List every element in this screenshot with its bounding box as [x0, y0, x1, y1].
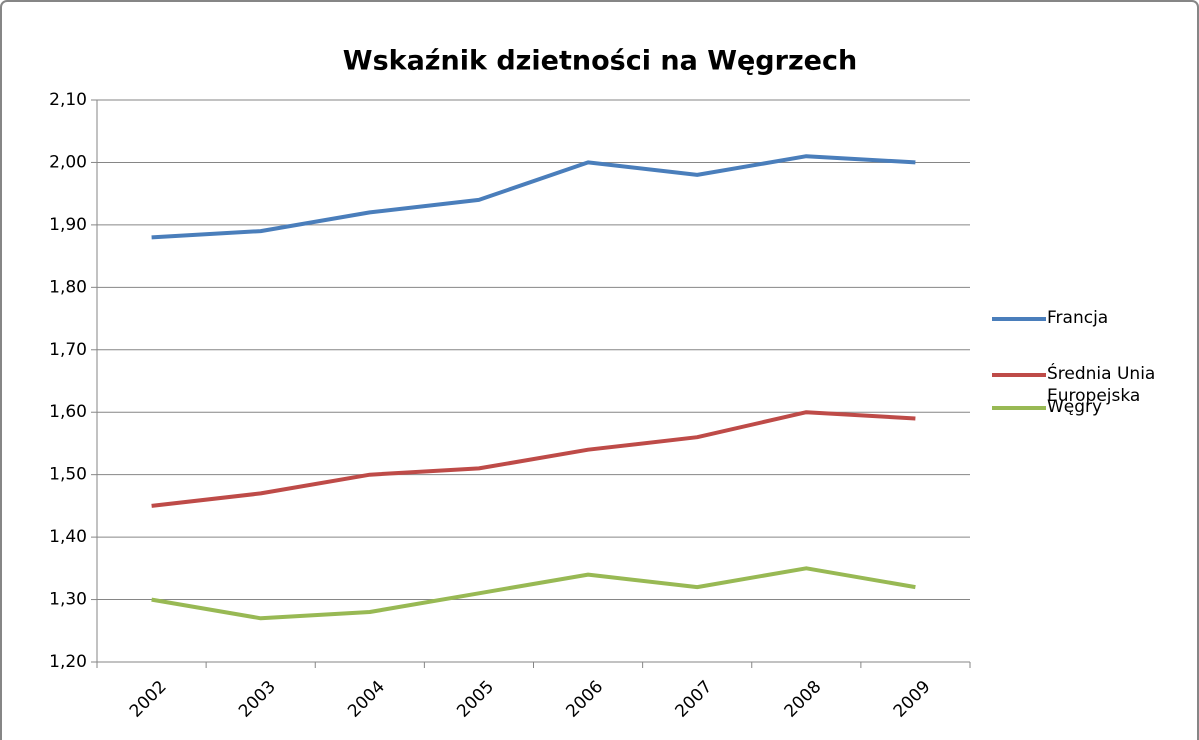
y-tick-label: 1,50	[49, 465, 87, 485]
y-tick-label: 1,60	[49, 402, 87, 422]
legend-entry: Węgry	[1047, 397, 1103, 417]
y-tick-label: 2,00	[49, 152, 87, 172]
legend-entry: Francja	[1047, 308, 1109, 328]
y-tick-label: 2,10	[49, 90, 87, 110]
y-tick-label: 1,70	[49, 340, 87, 360]
y-tick-label: 1,30	[49, 590, 87, 610]
chart-title: Wskaźnik dzietności na Węgrzech	[343, 46, 857, 77]
data-line	[151, 154, 916, 240]
y-tick-label: 1,80	[49, 277, 87, 297]
legend-entry: Średnia Unia Europejska	[1047, 364, 1156, 406]
y-tick-label: 1,90	[49, 215, 87, 235]
legend-label: Francja	[1047, 308, 1109, 328]
legend-label: Średnia Unia Europejska	[1047, 364, 1156, 406]
data-line	[151, 410, 916, 508]
y-tick-label: 1,20	[49, 652, 87, 672]
y-tick-label: 1,40	[49, 527, 87, 547]
legend-label: Węgry	[1047, 397, 1103, 417]
data-line	[151, 566, 916, 621]
